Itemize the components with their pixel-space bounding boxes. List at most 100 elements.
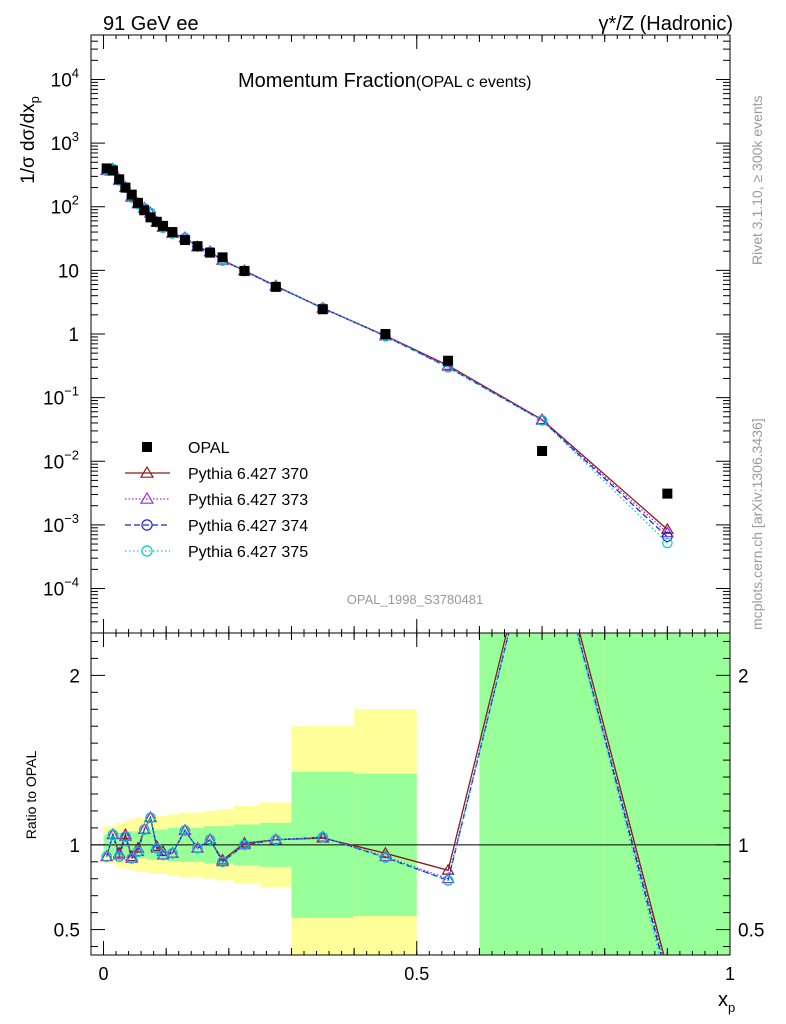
mc-marker <box>441 872 455 884</box>
opal-data-point <box>126 189 137 200</box>
mc-marker <box>156 848 170 860</box>
mc-marker <box>190 841 205 853</box>
mc-marker <box>118 829 133 841</box>
mc-ratio-group <box>106 633 662 955</box>
mc-marker <box>112 848 126 860</box>
mc-marker <box>100 850 114 862</box>
opal-data-point <box>239 265 250 276</box>
mc-marker <box>138 824 150 835</box>
opal-data-point <box>317 304 328 315</box>
mc-marker <box>179 825 191 836</box>
opal-data-point <box>139 205 150 216</box>
data-markers <box>100 162 674 886</box>
mc-marker <box>131 844 145 857</box>
mc-marker <box>237 838 252 850</box>
mc-marker <box>178 823 192 835</box>
mc-marker <box>125 851 139 863</box>
mc-marker <box>203 833 217 845</box>
mc-marker <box>145 812 156 824</box>
x-tick-label: 0 <box>99 964 109 984</box>
x-tick-label: 1 <box>725 964 735 984</box>
mc-marker <box>216 853 230 865</box>
plot-title: Momentum Fraction(OPAL c events) <box>238 70 531 92</box>
opal-data-point <box>114 174 125 185</box>
uncertainty-bands <box>103 633 730 955</box>
mc-line-main <box>106 168 668 544</box>
mc-marker <box>150 841 164 853</box>
mc-marker <box>237 836 252 848</box>
y-tick-label: 102 <box>51 193 79 219</box>
y-tick-label: 103 <box>51 129 79 155</box>
mc-marker <box>216 855 230 867</box>
mc-marker <box>380 852 391 863</box>
mc-line-ratio <box>106 633 662 955</box>
mc-line-main <box>106 168 668 538</box>
mc-marker <box>660 522 674 534</box>
ratio-tick-label-right: 0.5 <box>738 921 764 942</box>
legend-marker-opal <box>142 442 152 452</box>
plot-title-sub: (OPAL c events) <box>416 74 532 91</box>
mc-marker <box>107 829 119 840</box>
opal-data-point <box>151 216 162 227</box>
mc-marker <box>141 519 153 531</box>
opal-data-point <box>107 165 118 176</box>
opal-data-point <box>537 445 548 456</box>
mc-marker <box>660 526 674 538</box>
mc-marker <box>165 846 179 858</box>
ratio-tick-label-right: 1 <box>738 836 749 857</box>
mc-marker <box>113 851 125 862</box>
mc-marker <box>536 415 548 426</box>
mc-marker <box>378 850 392 862</box>
opal-data-point <box>380 329 391 339</box>
mc-marker <box>192 842 203 854</box>
opal-data-point <box>192 241 203 252</box>
mc-marker <box>141 545 153 557</box>
main-frame <box>90 34 731 634</box>
y-tick-label: 10−1 <box>43 384 79 410</box>
ratio-band-inner <box>604 633 730 955</box>
opal-data-point <box>132 197 143 208</box>
ratio-tick-label: 1 <box>69 836 80 857</box>
mc-marker <box>442 875 454 886</box>
energy-label: 91 GeV ee <box>103 13 199 35</box>
legend-label: Pythia 6.427 373 <box>188 492 308 509</box>
y-tick-label: 10 <box>58 261 79 282</box>
mc-marker <box>120 831 131 842</box>
opal-data-point <box>145 212 156 223</box>
opal-data-point <box>217 252 228 263</box>
mc-marker <box>143 811 158 823</box>
legend-label-opal: OPAL <box>188 440 230 457</box>
mc-marker <box>316 830 330 842</box>
opal-data-point <box>120 182 131 193</box>
mc-marker <box>270 834 282 846</box>
mc-marker <box>118 827 133 840</box>
mc-marker <box>535 413 549 425</box>
mc-marker <box>378 846 392 858</box>
mc-marker <box>132 846 144 857</box>
opal-data-point <box>270 281 281 292</box>
x-axis-label: xp <box>718 989 735 1015</box>
mc-marker <box>139 465 155 478</box>
y-tick-label: 10−2 <box>43 447 79 473</box>
mc-marker <box>662 537 673 549</box>
opal-data-point <box>662 488 673 499</box>
mc-marker <box>269 833 283 845</box>
ratio-band-inner <box>479 633 605 955</box>
mc-marker <box>204 834 216 846</box>
process-label: γ*/Z (Hadronic) <box>599 13 733 35</box>
ratio-tick-label-right: 2 <box>738 666 749 687</box>
mc-marker <box>126 853 137 864</box>
ratio-axis-label: Ratio to OPAL <box>23 751 39 840</box>
mc-marker <box>167 848 178 859</box>
mc-marker <box>151 842 163 854</box>
mc-marker <box>106 827 120 840</box>
mc-marker <box>139 491 155 504</box>
y-tick-label: 10−3 <box>43 511 79 537</box>
rivet-label: Rivet 3.1.10, ≥ 300k events <box>749 95 765 265</box>
mc-marker <box>217 856 228 868</box>
mcplots-label: mcplots.cern.ch [arXiv:1306.3436] <box>749 418 765 630</box>
opal-data-point <box>443 355 454 366</box>
mc-marker <box>137 822 151 835</box>
analysis-id: OPAL_1998_S3780481 <box>347 592 483 607</box>
y-tick-label: 1 <box>68 325 79 346</box>
